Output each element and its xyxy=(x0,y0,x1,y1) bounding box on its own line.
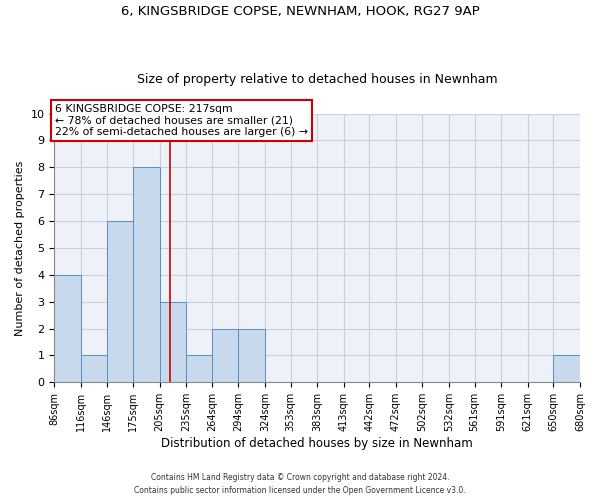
Text: Contains HM Land Registry data © Crown copyright and database right 2024.
Contai: Contains HM Land Registry data © Crown c… xyxy=(134,474,466,495)
Bar xyxy=(212,328,238,382)
Bar xyxy=(553,356,580,382)
Title: Size of property relative to detached houses in Newnham: Size of property relative to detached ho… xyxy=(137,73,497,86)
Text: 6 KINGSBRIDGE COPSE: 217sqm
← 78% of detached houses are smaller (21)
22% of sem: 6 KINGSBRIDGE COPSE: 217sqm ← 78% of det… xyxy=(55,104,308,138)
Y-axis label: Number of detached properties: Number of detached properties xyxy=(15,160,25,336)
X-axis label: Distribution of detached houses by size in Newnham: Distribution of detached houses by size … xyxy=(161,437,473,450)
Bar xyxy=(186,356,212,382)
Bar xyxy=(81,356,107,382)
Bar xyxy=(133,168,160,382)
Bar xyxy=(54,275,81,382)
Text: 6, KINGSBRIDGE COPSE, NEWNHAM, HOOK, RG27 9AP: 6, KINGSBRIDGE COPSE, NEWNHAM, HOOK, RG2… xyxy=(121,5,479,18)
Bar xyxy=(238,328,265,382)
Bar xyxy=(107,221,133,382)
Bar xyxy=(160,302,186,382)
